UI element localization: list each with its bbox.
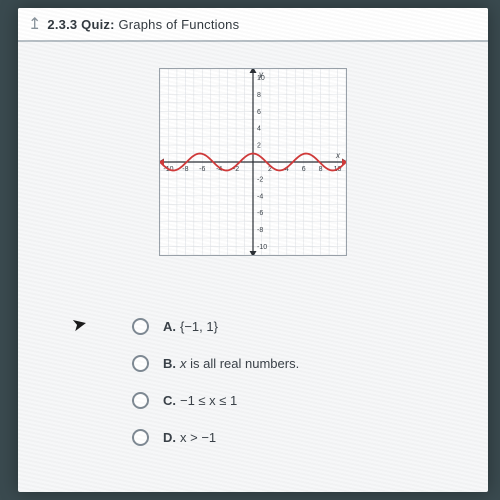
graph-svg: -10-8-6-4-2246810108642-2-4-6-8-10yx: [160, 69, 346, 255]
radio-icon[interactable]: [132, 355, 149, 372]
option-d-text: D. x > −1: [163, 430, 216, 445]
option-a[interactable]: A. {−1, 1}: [132, 318, 468, 335]
quiz-header: ↥ 2.3.3 Quiz: Graphs of Functions: [18, 8, 488, 42]
svg-text:-8: -8: [182, 166, 188, 173]
svg-text:-2: -2: [257, 176, 263, 183]
quiz-screen: ↥ 2.3.3 Quiz: Graphs of Functions -10 -8 -…: [18, 8, 488, 492]
mouse-cursor-icon: ➤: [70, 313, 89, 337]
svg-text:6: 6: [257, 109, 261, 116]
radio-icon[interactable]: [132, 429, 149, 446]
option-a-letter: A.: [163, 319, 176, 334]
svg-text:-6: -6: [257, 210, 263, 217]
svg-text:-4: -4: [257, 193, 263, 200]
svg-text:4: 4: [257, 126, 261, 133]
option-d-letter: D.: [163, 430, 176, 445]
option-c-letter: C.: [163, 393, 176, 408]
radio-icon[interactable]: [132, 318, 149, 335]
option-b[interactable]: B. x is all real numbers.: [132, 355, 468, 372]
option-a-value: {−1, 1}: [180, 319, 218, 334]
option-b-letter: B.: [163, 356, 176, 371]
option-d-value: x > −1: [180, 430, 216, 445]
svg-text:-6: -6: [199, 166, 205, 173]
function-graph: -10-8-6-4-2246810108642-2-4-6-8-10yx: [159, 68, 347, 256]
quiz-content: -10-8-6-4-2246810108642-2-4-6-8-10yx ➤ A…: [18, 42, 488, 492]
option-b-text: B. x is all real numbers.: [163, 356, 299, 371]
option-c[interactable]: C. −1 ≤ x ≤ 1: [132, 392, 468, 409]
svg-text:6: 6: [302, 166, 306, 173]
option-c-value: −1 ≤ x ≤ 1: [180, 393, 237, 408]
answer-options: A. {−1, 1} B. x is all real numbers. C. −1 …: [132, 318, 468, 446]
back-icon[interactable]: ↥: [28, 14, 41, 34]
title-strong: 2.3.3 Quiz:: [47, 17, 114, 32]
svg-text:-8: -8: [257, 227, 263, 234]
svg-text:2: 2: [257, 143, 261, 150]
option-b-value: x is all real numbers.: [180, 356, 299, 371]
title-rest: Graphs of Functions: [115, 17, 240, 32]
page-title: 2.3.3 Quiz: Graphs of Functions: [47, 17, 239, 32]
svg-text:8: 8: [319, 166, 323, 173]
radio-icon[interactable]: [132, 392, 149, 409]
option-c-text: C. −1 ≤ x ≤ 1: [163, 393, 237, 408]
svg-text:8: 8: [257, 92, 261, 99]
option-d[interactable]: D. x > −1: [132, 429, 468, 446]
svg-text:-10: -10: [257, 244, 267, 251]
svg-text:x: x: [335, 151, 341, 160]
option-a-text: A. {−1, 1}: [163, 319, 218, 334]
